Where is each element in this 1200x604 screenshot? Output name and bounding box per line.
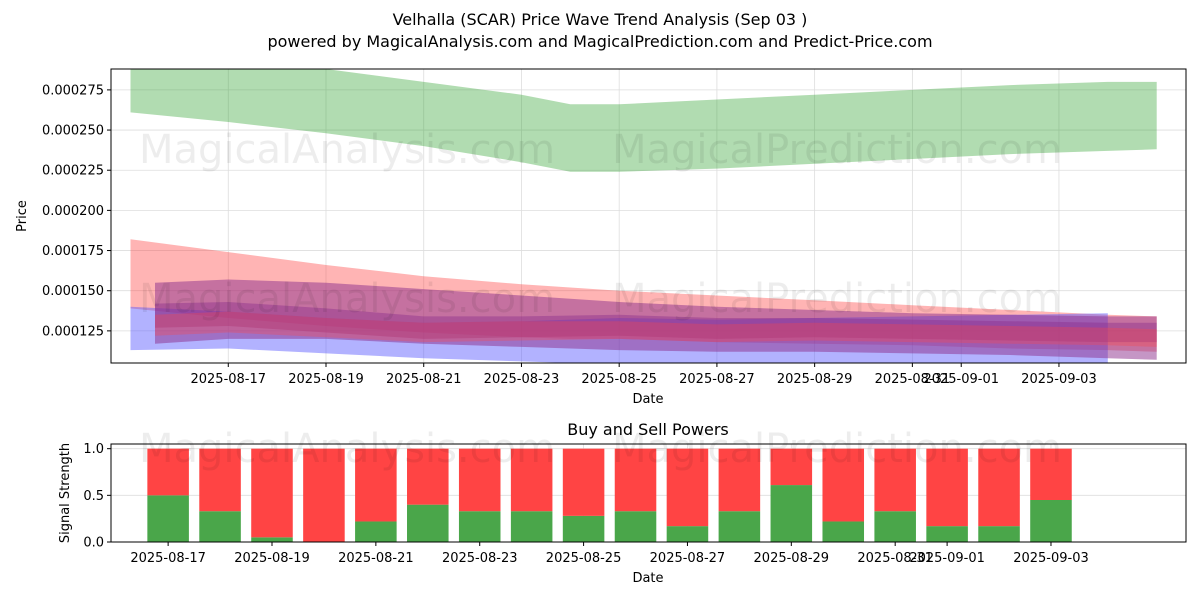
- sell-bar: [199, 448, 241, 512]
- sell-bar: [355, 448, 397, 522]
- buy-bar: [978, 526, 1020, 542]
- sell-bar: [926, 448, 968, 527]
- price-ytick-label: 0.000225: [42, 164, 104, 179]
- price-xtick-label: 2025-08-27: [679, 372, 755, 387]
- watermark-right-2: MagicalPrediction.com: [612, 276, 1062, 322]
- buy-bar: [874, 511, 916, 542]
- price-ytick-label: 0.000150: [42, 284, 104, 299]
- buy-bar: [251, 537, 293, 542]
- buy-bar: [822, 521, 865, 542]
- buy-bar: [718, 511, 761, 542]
- sell-bar: [147, 448, 189, 496]
- watermark-left: MagicalAnalysis.com: [139, 127, 555, 173]
- bs-xtick-label: 2025-08-21: [338, 551, 414, 566]
- sell-bar: [407, 448, 449, 505]
- buy-sell-chart: Buy and Sell Powers MagicalAnalysis.com …: [58, 420, 1187, 586]
- buy-bar: [199, 511, 241, 542]
- sell-bar: [458, 448, 501, 512]
- buy-bar: [407, 504, 449, 542]
- price-ytick-label: 0.000175: [42, 244, 104, 259]
- sell-bar: [666, 448, 709, 527]
- chart-title-line1: Velhalla (SCAR) Price Wave Trend Analysi…: [393, 10, 808, 29]
- price-ytick-label: 0.000125: [42, 324, 104, 339]
- buy-bar: [355, 521, 397, 542]
- sell-bar: [1030, 448, 1072, 500]
- price-xtick-label: 2025-08-21: [386, 372, 462, 387]
- sell-bar: [718, 448, 761, 512]
- buy-sell-y-ticks: 0.0 0.5 1.0: [83, 442, 111, 551]
- price-xtick-label: 2025-08-23: [484, 372, 560, 387]
- bs-xtick-label: 2025-09-01: [909, 551, 985, 566]
- band-green-wave: [130, 69, 1157, 172]
- sell-bar: [562, 448, 605, 516]
- sell-bar: [510, 448, 553, 512]
- sell-bar: [770, 448, 813, 486]
- price-x-ticks: 2025-08-17 2025-08-19 2025-08-21 2025-08-23…: [190, 363, 1097, 387]
- buy-sell-axes-frame: [110, 443, 1187, 543]
- price-y-ticks: 0.000125 0.000150 0.000175 0.000200 0.000225…: [42, 83, 111, 339]
- buy-bar: [614, 511, 657, 542]
- bs-xtick-label: 2025-08-17: [130, 551, 206, 566]
- buy-bar: [147, 495, 189, 542]
- watermark-bottom-left: MagicalAnalysis.com: [139, 426, 555, 472]
- price-xtick-label: 2025-09-03: [1021, 372, 1097, 387]
- buy-sell-bars: [147, 448, 1072, 542]
- buy-bar: [666, 526, 709, 542]
- buy-bar: [510, 511, 553, 542]
- bs-xtick-label: 2025-08-23: [442, 551, 518, 566]
- sell-bar: [822, 448, 865, 522]
- price-ytick-label: 0.000200: [42, 204, 104, 219]
- sell-bar: [303, 448, 345, 542]
- bs-ytick-label: 0.5: [83, 489, 104, 504]
- buy-sell-y-label: Signal Strength: [58, 443, 73, 543]
- watermark-left-2: MagicalAnalysis.com: [139, 276, 555, 322]
- band-inner-band-1: [155, 302, 1157, 343]
- price-chart: MagicalAnalysis.com MagicalPrediction.co…: [15, 68, 1187, 407]
- buy-bar: [458, 511, 501, 542]
- price-xtick-label: 2025-08-17: [190, 372, 266, 387]
- price-xtick-label: 2025-08-19: [288, 372, 364, 387]
- price-bands: [130, 69, 1157, 363]
- band-purple-wave: [155, 279, 1157, 360]
- buy-bar: [770, 485, 813, 542]
- chart-title-line2: powered by MagicalAnalysis.com and Magic…: [267, 32, 932, 51]
- bs-xtick-label: 2025-08-19: [234, 551, 310, 566]
- bs-xtick-label: 2025-08-27: [650, 551, 726, 566]
- price-xtick-label: 2025-09-01: [923, 372, 999, 387]
- bs-xtick-label: 2025-08-25: [546, 551, 622, 566]
- sell-bar: [874, 448, 916, 512]
- buy-bar: [562, 515, 605, 542]
- price-xtick-label: 2025-08-29: [777, 372, 853, 387]
- bs-ytick-label: 1.0: [83, 442, 104, 457]
- bs-xtick-label: 2025-08-31: [857, 551, 933, 566]
- price-y-label: Price: [15, 200, 30, 232]
- price-xtick-label: 2025-08-31: [875, 372, 951, 387]
- price-ytick-label: 0.000275: [42, 83, 104, 98]
- watermark-right: MagicalPrediction.com: [612, 127, 1062, 173]
- bs-xtick-label: 2025-08-29: [754, 551, 830, 566]
- buy-sell-title: Buy and Sell Powers: [567, 420, 729, 439]
- buy-sell-x-label: Date: [632, 571, 663, 586]
- price-xtick-label: 2025-08-25: [581, 372, 657, 387]
- buy-bar: [926, 526, 968, 542]
- price-axes-frame: [110, 68, 1187, 364]
- watermark-bottom-right: MagicalPrediction.com: [612, 426, 1062, 472]
- buy-bar: [1030, 500, 1072, 542]
- band-inner-band-2: [155, 311, 1157, 347]
- sell-bar: [978, 448, 1020, 527]
- buy-sell-x-ticks: 2025-08-17 2025-08-19 2025-08-21 2025-08-23…: [130, 542, 1089, 566]
- sell-bar: [614, 448, 657, 512]
- price-ytick-label: 0.000250: [42, 124, 104, 139]
- sell-bar: [251, 448, 293, 538]
- bs-xtick-label: 2025-09-03: [1013, 551, 1089, 566]
- price-x-label: Date: [632, 392, 663, 407]
- bs-ytick-label: 0.0: [83, 536, 104, 551]
